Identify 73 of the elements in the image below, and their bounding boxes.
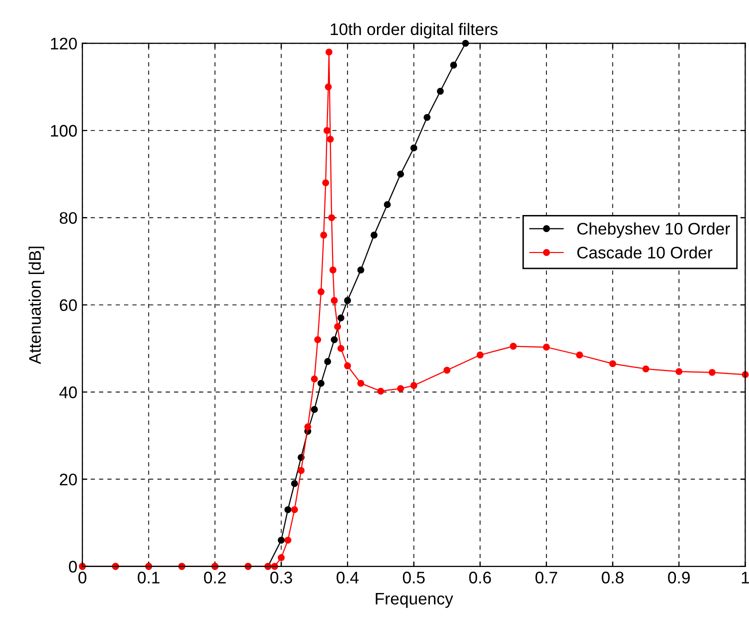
point <box>410 382 418 389</box>
x-tick-label: 0.6 <box>469 572 491 584</box>
point <box>324 83 332 90</box>
point <box>443 366 450 374</box>
point <box>708 368 716 376</box>
point <box>326 136 334 143</box>
y-tick-label: 60 <box>60 299 77 312</box>
y-tick-label: 120 <box>50 38 77 50</box>
point <box>642 365 650 372</box>
y-tick-label: 40 <box>59 386 77 398</box>
point <box>410 144 418 152</box>
point <box>291 480 298 488</box>
point <box>436 88 444 95</box>
x-tick-label: 0.5 <box>402 572 425 584</box>
point <box>344 362 352 370</box>
point <box>542 344 550 351</box>
point <box>377 388 384 395</box>
point <box>334 323 342 330</box>
y-tick-label: 100 <box>50 124 77 137</box>
x-tick-label: 0 <box>78 572 86 584</box>
x-axis-title: Frequency <box>376 592 454 608</box>
point <box>510 342 517 350</box>
y-tick-label: 80 <box>60 212 77 224</box>
point <box>337 314 344 322</box>
point <box>314 336 322 344</box>
point <box>310 375 318 382</box>
x-tick-label: 1 <box>742 572 749 584</box>
point <box>284 506 292 514</box>
point <box>320 232 328 239</box>
point <box>318 288 324 296</box>
point <box>318 380 324 387</box>
legend-label: Cascade 10 Order <box>577 246 712 258</box>
point <box>384 201 391 208</box>
point <box>424 114 431 121</box>
point <box>330 336 338 344</box>
point <box>370 232 378 239</box>
point <box>324 127 330 134</box>
chart-title: 10th order digital filters <box>330 22 498 38</box>
point <box>326 48 332 56</box>
point <box>329 266 336 274</box>
y-axis-title: Attenuation [dB] <box>28 246 44 364</box>
point <box>328 214 336 222</box>
x-tick-label: 0.2 <box>204 572 226 584</box>
legend-label: Chebyshev 10 Order <box>577 222 730 238</box>
point <box>476 352 484 358</box>
point <box>304 423 312 430</box>
point <box>310 406 318 413</box>
x-tick-label: 0.3 <box>270 572 292 584</box>
point <box>278 536 285 544</box>
x-tick-label: 0.7 <box>535 572 558 584</box>
x-tick-label: 0.4 <box>336 572 359 584</box>
point <box>397 385 404 392</box>
point <box>576 352 584 358</box>
y-tick-label: 0 <box>68 560 77 573</box>
point <box>324 358 332 365</box>
point <box>450 62 458 69</box>
point <box>357 266 364 274</box>
point <box>357 380 364 387</box>
point <box>609 360 616 368</box>
y-tick-label: 20 <box>60 474 77 486</box>
point <box>322 179 330 186</box>
x-tick-label: 0.1 <box>138 572 160 584</box>
point <box>337 344 344 352</box>
point <box>330 297 338 304</box>
point <box>397 170 404 178</box>
point <box>278 554 285 562</box>
point <box>675 368 682 376</box>
x-tick-label: 0.8 <box>602 572 624 584</box>
point <box>284 536 292 544</box>
point <box>291 506 298 514</box>
point <box>298 467 305 474</box>
point <box>344 297 352 304</box>
x-tick-label: 0.9 <box>668 572 690 584</box>
